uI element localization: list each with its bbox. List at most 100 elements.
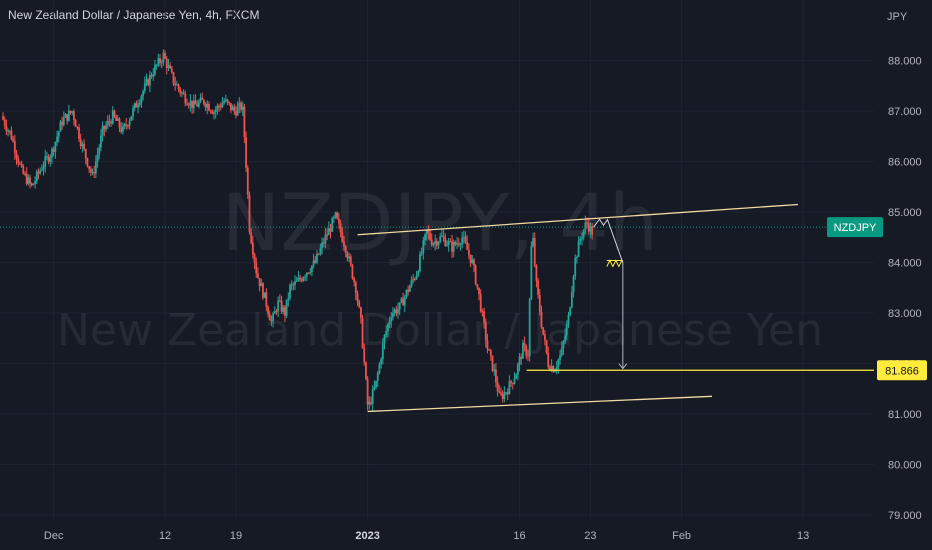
candle-body [468,249,470,255]
candle-body [34,181,37,184]
candle-body [390,317,393,322]
candle-body [167,65,170,68]
candle-body [324,234,327,244]
candle-body [516,364,519,375]
candle-body [17,158,20,164]
y-tick-label: 80.000 [888,459,922,471]
candle-body [552,366,555,373]
candle-body [40,169,43,171]
candle-body [189,100,192,106]
candle-body [159,57,161,63]
candle-body [22,166,25,174]
candle-body [265,292,268,307]
candle-body [71,111,74,113]
price-axis[interactable]: JPY 88.000 87.000 86.000 85.000 84.000 83.000… [887,11,922,522]
candle-body [191,100,193,109]
candle-body [93,172,96,174]
price-path-drawing [593,218,624,263]
candle-body [275,311,278,313]
candle-body [94,161,97,174]
candle-body [464,236,467,243]
candle-body [216,105,219,110]
candle-body [51,148,53,158]
lower-trendline[interactable] [367,395,712,413]
candle-body [290,284,293,286]
symbol-badge-label: NZDJPY [834,222,877,234]
candle-body [386,324,389,331]
candle-body [218,105,220,107]
candle-body [132,108,134,117]
candle-body [380,359,383,364]
candles [2,49,594,411]
candle-body [554,370,556,373]
drawings[interactable] [357,203,874,413]
candle-body [577,240,580,257]
candle-body [213,112,215,114]
candle-body [138,102,141,106]
y-tick-label: 86.000 [888,157,922,169]
candle-body [157,57,160,65]
candle-body [344,246,347,253]
candle-body [147,79,150,86]
candle-body [133,103,136,109]
candle-body [305,272,308,277]
candle-body [8,130,11,132]
candle-body [503,392,506,399]
candle-body [262,283,264,298]
candle-body [184,94,187,104]
candle-body [354,282,357,294]
candle-body [413,278,416,280]
candle-body [572,276,575,293]
candle-body [420,252,423,255]
candle-body [365,362,367,380]
candle-body [172,72,175,84]
candle-body [501,394,504,399]
candle-body [304,276,307,278]
candle-body [243,106,246,138]
candle-body [358,301,361,308]
candle-body [250,231,253,243]
candle-body [154,64,156,75]
candle-body [113,110,116,117]
x-tick-label: 19 [230,530,242,542]
candle-body [430,239,433,246]
candle-body [417,271,420,276]
candle-body [560,348,563,356]
candle-body [32,183,35,186]
chart-title: New Zealand Dollar / Japanese Yen, 4h, F… [8,8,260,22]
candle-body [46,156,48,158]
candle-body [230,103,232,111]
candle-body [125,124,128,126]
candle-body [535,265,538,281]
candle-body [311,265,313,273]
x-tick-label: 12 [159,530,171,542]
candle-body [466,242,469,250]
candle-body [260,283,263,287]
candle-body [214,109,217,113]
candle-body [199,97,202,103]
candle-body [67,110,70,121]
candle-body [376,373,379,381]
candle-body [353,278,356,283]
time-axis[interactable]: Dec 12 19 2023 16 23 Feb 13 [44,530,809,542]
candle-body [400,298,403,303]
candle-body [309,272,312,274]
candle-body [282,307,285,312]
candle-body [339,223,342,233]
candle-body [444,237,447,246]
candle-body [294,281,296,285]
candle-body [251,242,254,255]
candle-body [255,262,258,274]
candle-body [322,242,325,244]
candle-body [341,232,344,242]
candle-body [52,148,55,152]
upper-trendline[interactable] [357,203,799,236]
candle-body [164,52,166,59]
candle-body [370,401,372,404]
candle-body [537,280,540,295]
candle-body [378,363,381,374]
x-tick-label: 2023 [355,530,379,542]
candle-body [312,260,315,266]
candle-body [181,92,183,94]
